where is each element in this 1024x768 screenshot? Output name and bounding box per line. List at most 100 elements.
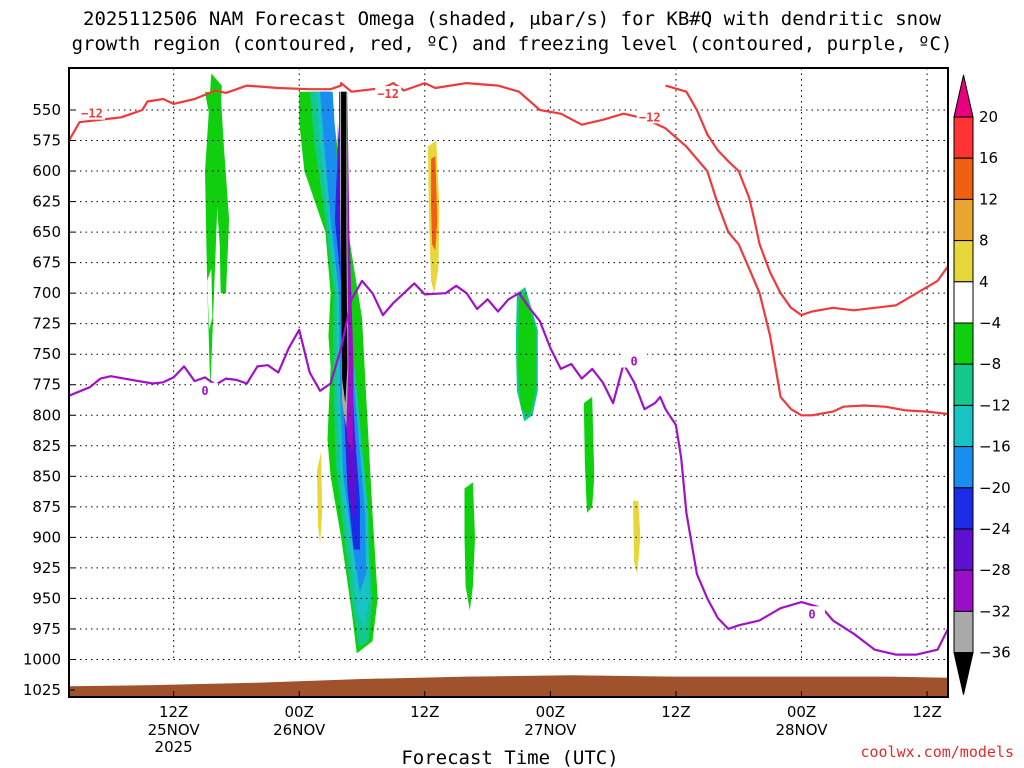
colorbar-label-0: 20 [979, 108, 998, 126]
contour-label-5: 0 [798, 606, 825, 621]
contour-label-0: −12 [79, 105, 106, 121]
colorbar-label-11: −28 [979, 561, 1011, 579]
contour-line-0 [69, 82, 948, 417]
omega-subsidence-red-12z [431, 156, 438, 251]
colorbar-swatch-8 [953, 446, 974, 489]
y-tick-label-550: 550 [32, 101, 61, 119]
contour-label-text: 0 [808, 607, 815, 621]
y-tick-label-575: 575 [32, 132, 61, 150]
colorbar-swatch-2 [953, 198, 974, 242]
y-tick-label-1000: 1000 [23, 650, 61, 668]
omega-subsidence-yellow-18z [207, 268, 213, 330]
omega-subsidence-yellow-west [304, 280, 331, 599]
y-tick-label-750: 750 [32, 345, 61, 363]
x-axis-title: Forecast Time (UTC) [401, 747, 618, 768]
contour-line-1 [665, 84, 948, 317]
contour-line-2 [69, 279, 948, 656]
y-tick-label-950: 950 [32, 589, 61, 607]
colorbar-swatch-3 [953, 240, 974, 283]
colorbar-label-13: −36 [979, 644, 1011, 662]
contour-label-1: −12 [375, 86, 402, 101]
x-tick-label-72: 00Z [787, 703, 816, 721]
y-tick-label-825: 825 [32, 437, 61, 455]
y-axis: 550 575 600 625 650 675 700 725 750 775 800 825 850 8… [23, 101, 75, 699]
y-tick-label-775: 775 [32, 376, 61, 394]
colorbar-bottom-cap [953, 652, 974, 695]
omega-subsidence-yellow-right [931, 439, 948, 562]
colorbar-label-7: −12 [979, 396, 1011, 414]
colorbar-label-12: −32 [979, 602, 1011, 620]
contour-lines: −12 −12 −12 0 0 0 [69, 82, 948, 656]
contour-label-4: 0 [621, 353, 648, 369]
x-tick-label-36: 12Z [410, 703, 439, 721]
colorbar-label-2: 12 [979, 190, 998, 208]
x-tick-label-12: 12Z [159, 703, 188, 721]
colorbar-label-5: −4 [979, 314, 1001, 332]
omega-ascent-green-14z [464, 482, 475, 611]
y-tick-label-700: 700 [32, 284, 61, 302]
x-tick-label-24: 00Z [285, 703, 314, 721]
colorbar-label-6: −8 [979, 355, 1001, 373]
colorbar-label-10: −24 [979, 520, 1011, 538]
colorbar-label-9: −20 [979, 479, 1011, 497]
x-tick-label-60: 12Z [661, 703, 690, 721]
source-credit: coolwx.com/models [860, 743, 1014, 761]
colorbar-swatch-10 [953, 528, 974, 571]
y-tick-label-900: 900 [32, 528, 61, 546]
contour-label-bg [798, 606, 825, 621]
omega-ascent-green-02z [583, 396, 595, 513]
x-tick-label-48: 00Z [536, 703, 565, 721]
colorbar-swatch-6 [953, 363, 974, 406]
colorbar-swatch-4 [953, 281, 974, 324]
y-tick-label-975: 975 [32, 620, 61, 638]
grid-lines [69, 68, 948, 660]
colorbar-swatch-9 [953, 487, 974, 530]
colorbar-label-4: 4 [979, 273, 989, 291]
colorbar-swatch-12 [953, 610, 974, 654]
y-tick-label-600: 600 [32, 162, 61, 180]
omega-subsidence-yellow-13z [454, 280, 460, 367]
y-tick-label-850: 850 [32, 467, 61, 485]
contour-label-bg [621, 353, 648, 368]
x-day-label-72: 28NOV [775, 721, 828, 739]
title-line-1: 2025112506 NAM Forecast Omega (shaded, μ… [83, 8, 941, 30]
colorbar-top-cap [953, 74, 974, 118]
contour-label-bg [79, 105, 106, 120]
omega-subsidence-yellow-04z-a [613, 494, 622, 611]
y-tick-label-650: 650 [32, 223, 61, 241]
colorbar-label-3: 8 [979, 232, 989, 250]
colorbar-swatch-5 [953, 322, 974, 365]
y-tick-label-925: 925 [32, 559, 61, 577]
colorbar-swatch-1 [953, 157, 974, 200]
contour-label-text: 0 [630, 355, 637, 369]
ground-surface [69, 675, 948, 697]
contour-label-3: 0 [192, 382, 219, 398]
plot-frame [68, 67, 949, 698]
colorbar-swatch-0 [953, 116, 974, 159]
ground-fill [69, 675, 948, 697]
x-day-label-24: 26NOV [273, 721, 326, 739]
x-year-label-12: 2025 [155, 738, 193, 756]
y-tick-label-675: 675 [32, 254, 61, 272]
y-tick-label-875: 875 [32, 498, 61, 516]
colorbar-label-8: −16 [979, 438, 1011, 456]
omega-shading [205, 73, 948, 654]
contour-label-text: −12 [377, 87, 399, 101]
colorbar-swatch-7 [953, 404, 974, 448]
y-tick-label-1025: 1025 [23, 681, 61, 699]
colorbar: 20 16 12 8 4 −4 −8 −12 −16 −20 −24 −28 −32 −36 [953, 74, 1011, 695]
contour-label-bg [375, 86, 402, 101]
title: 2025112506 NAM Forecast Omega (shaded, μ… [72, 8, 953, 55]
colorbar-swatch-11 [953, 569, 974, 612]
x-day-label-48: 27NOV [524, 721, 577, 739]
contour-label-bg [192, 382, 219, 397]
x-day-label-12: 25NOV [148, 721, 201, 739]
y-tick-label-725: 725 [32, 315, 61, 333]
y-tick-label-625: 625 [32, 193, 61, 211]
x-tick-label-84: 12Z [912, 703, 941, 721]
contour-label-2: −12 [636, 109, 663, 124]
contour-label-text: 0 [201, 384, 208, 398]
contour-label-bg [636, 109, 663, 124]
